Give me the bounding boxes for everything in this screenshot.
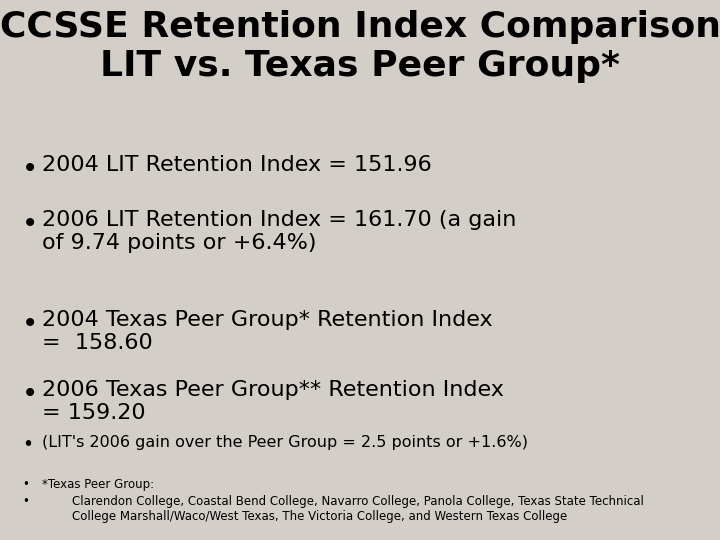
Text: •: • (22, 495, 29, 508)
Text: 2004 LIT Retention Index = 151.96: 2004 LIT Retention Index = 151.96 (42, 155, 432, 175)
Text: •: • (22, 210, 38, 238)
Text: CCSSE Retention Index Comparison
LIT vs. Texas Peer Group*: CCSSE Retention Index Comparison LIT vs.… (0, 10, 720, 83)
Text: 2006 LIT Retention Index = 161.70 (a gain
of 9.74 points or +6.4%): 2006 LIT Retention Index = 161.70 (a gai… (42, 210, 516, 253)
Text: 2004 Texas Peer Group* Retention Index
=  158.60: 2004 Texas Peer Group* Retention Index =… (42, 310, 492, 353)
Text: Clarendon College, Coastal Bend College, Navarro College, Panola College, Texas : Clarendon College, Coastal Bend College,… (42, 495, 644, 523)
Text: *Texas Peer Group:: *Texas Peer Group: (42, 478, 154, 491)
Text: •: • (22, 155, 38, 183)
Text: 2006 Texas Peer Group** Retention Index
= 159.20: 2006 Texas Peer Group** Retention Index … (42, 380, 504, 423)
Text: •: • (22, 478, 29, 491)
Text: (LIT's 2006 gain over the Peer Group = 2.5 points or +1.6%): (LIT's 2006 gain over the Peer Group = 2… (42, 435, 528, 450)
Text: •: • (22, 380, 38, 408)
Text: •: • (22, 435, 33, 454)
Text: •: • (22, 310, 38, 338)
